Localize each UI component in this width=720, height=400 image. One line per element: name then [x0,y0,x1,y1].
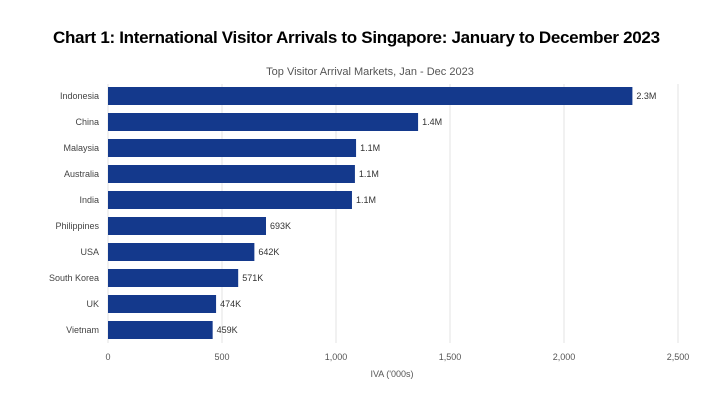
y-tick-label: Vietnam [66,325,99,335]
y-tick-label: Australia [64,169,99,179]
y-tick-label: Philippines [55,221,99,231]
bar [108,113,419,131]
bar [108,243,255,261]
bar [108,191,352,209]
bar [108,87,633,105]
x-tick-label: 1,000 [325,352,348,362]
y-tick-label: Indonesia [60,91,99,101]
data-label: 1.1M [356,195,376,205]
x-tick-label: 2,000 [553,352,576,362]
bar [108,321,213,339]
x-tick-label: 1,500 [439,352,462,362]
y-tick-label: China [75,117,99,127]
bar [108,165,355,183]
y-tick-label: Malaysia [63,143,99,153]
data-label: 459K [217,325,238,335]
bar [108,269,239,287]
data-label: 571K [242,273,263,283]
x-tick-label: 2,500 [667,352,690,362]
y-tick-label: USA [80,247,99,257]
bar [108,217,267,235]
data-label: 474K [220,299,241,309]
data-label: 1.1M [359,169,379,179]
y-tick-label: India [79,195,99,205]
chart-title: Top Visitor Arrival Markets, Jan - Dec 2… [266,66,474,78]
x-tick-label: 0 [105,352,110,362]
bar [108,295,217,313]
bar [108,139,357,157]
x-axis-label: IVA ('000s) [370,369,413,379]
data-label: 642K [258,247,279,257]
x-tick-label: 500 [214,352,229,362]
data-label: 693K [270,221,291,231]
data-label: 1.1M [360,143,380,153]
chart-heading: Chart 1: International Visitor Arrivals … [53,28,660,47]
data-label: 2.3M [636,91,656,101]
data-label: 1.4M [422,117,442,127]
y-tick-label: South Korea [49,273,99,283]
y-tick-label: UK [86,299,99,309]
